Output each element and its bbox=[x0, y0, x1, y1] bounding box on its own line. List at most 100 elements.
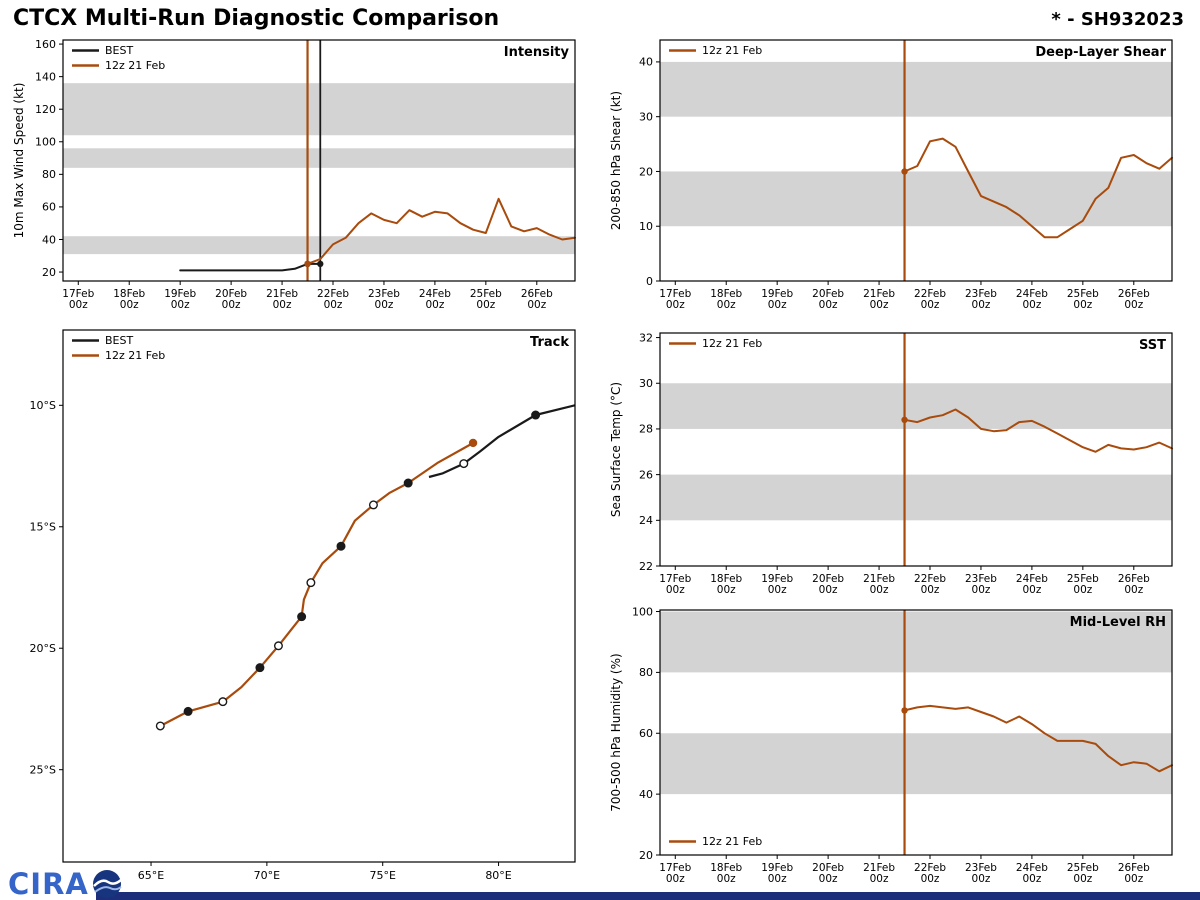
track-lat-tick-label: 15°S bbox=[30, 521, 56, 534]
track-lon-tick-label: 65°E bbox=[138, 869, 164, 882]
intensity-ytick-label: 60 bbox=[42, 201, 56, 214]
track-position-dot-filled bbox=[183, 706, 193, 716]
intensity-xtick-label: 26Feb 00z bbox=[521, 288, 553, 311]
intensity-legend-label-best: BEST bbox=[105, 44, 133, 57]
intensity-ytick-label: 20 bbox=[42, 266, 56, 279]
track-position-dot-open bbox=[306, 578, 316, 588]
sst-xtick-label: 25Feb 00z bbox=[1067, 573, 1099, 596]
shear-ytick-label: 10 bbox=[639, 220, 653, 233]
track-frame bbox=[62, 329, 576, 863]
sst-xtick-label: 26Feb 00z bbox=[1118, 573, 1150, 596]
shear-ytick-label: 20 bbox=[639, 165, 653, 178]
rh-xtick-label: 21Feb 00z bbox=[863, 862, 895, 885]
intensity-xtick-label: 22Feb 00z bbox=[317, 288, 349, 311]
shear-ylabel: 200-850 hPa Shear (kt) bbox=[609, 91, 623, 230]
rh-line-model bbox=[903, 704, 1173, 773]
sst-ytick-label: 24 bbox=[639, 514, 653, 527]
shear-xtick-label: 17Feb 00z bbox=[659, 288, 691, 311]
track-position-dot-filled bbox=[297, 612, 307, 622]
shear-xtick-label: 25Feb 00z bbox=[1067, 288, 1099, 311]
cira-globe-icon bbox=[92, 870, 122, 898]
intensity-xtick-label: 17Feb 00z bbox=[62, 288, 94, 311]
shear-xtick-label: 20Feb 00z bbox=[812, 288, 844, 311]
rh-shaded-band bbox=[660, 733, 1172, 795]
intensity-ylabel: 10m Max Wind Speed (kt) bbox=[12, 83, 26, 239]
shear-xtick-label: 18Feb 00z bbox=[710, 288, 742, 311]
sst-ytick-label: 26 bbox=[639, 468, 653, 481]
rh-dot-model bbox=[901, 707, 908, 714]
rh-xtick-label: 17Feb 00z bbox=[659, 862, 691, 885]
shear-xtick-label: 23Feb 00z bbox=[965, 288, 997, 311]
intensity-shaded-band bbox=[63, 83, 575, 136]
rh-ylabel: 700-500 hPa Humidity (%) bbox=[609, 653, 623, 811]
sst-ytick-label: 28 bbox=[639, 423, 653, 436]
storm-id-label: * - SH932023 bbox=[1051, 9, 1184, 30]
track-best-line bbox=[428, 404, 575, 479]
shear-xtick-label: 22Feb 00z bbox=[914, 288, 946, 311]
intensity-xtick-label: 25Feb 00z bbox=[470, 288, 502, 311]
rh-xtick-label: 25Feb 00z bbox=[1067, 862, 1099, 885]
cira-logo-text: CIRA bbox=[8, 866, 89, 900]
track-position-dot-open bbox=[155, 721, 165, 731]
track-lon-tick-label: 75°E bbox=[369, 869, 395, 882]
sst-xtick-label: 24Feb 00z bbox=[1016, 573, 1048, 596]
shear-frame bbox=[659, 39, 1173, 282]
track-position-dot-filled bbox=[403, 478, 413, 488]
track-panel: 65°E 70°E 75°E 80°E 10°S 15°S 20°S 25°S Track BES… bbox=[30, 329, 576, 882]
track-position-dot-filled bbox=[255, 663, 265, 673]
intensity-xtick-label: 20Feb 00z bbox=[215, 288, 247, 311]
sst-shaded-band bbox=[660, 474, 1172, 521]
sst-ytick-label: 30 bbox=[639, 377, 653, 390]
sst-ytick-label: 32 bbox=[639, 331, 653, 344]
shear-ytick-label: 40 bbox=[639, 56, 653, 69]
track-legend-label-model: 12z 21 Feb bbox=[105, 349, 165, 362]
rh-frame bbox=[659, 609, 1173, 856]
page-title: CTCX Multi-Run Diagnostic Comparison bbox=[13, 6, 500, 31]
track-title: Track bbox=[530, 335, 569, 350]
intensity-shaded-band bbox=[63, 236, 575, 255]
sst-xtick-label: 19Feb 00z bbox=[761, 573, 793, 596]
rh-xtick-label: 23Feb 00z bbox=[965, 862, 997, 885]
rh-xtick-label: 26Feb 00z bbox=[1118, 862, 1150, 885]
shear-title: Deep-Layer Shear bbox=[1035, 45, 1166, 60]
intensity-legend-label-model: 12z 21 Feb bbox=[105, 59, 165, 72]
intensity-panel: 20 40 60 80 100 120 140 160 17Feb 00z 18Feb 00z 19Fe… bbox=[12, 38, 576, 311]
track-position-dot-open bbox=[459, 459, 469, 469]
sst-xtick-label: 20Feb 00z bbox=[812, 573, 844, 596]
intensity-line-model bbox=[306, 197, 576, 265]
track-lat-tick-label: 10°S bbox=[30, 399, 56, 412]
track-lat-tick-label: 25°S bbox=[30, 763, 56, 776]
rh-legend-label-model: 12z 21 Feb bbox=[702, 835, 762, 848]
intensity-ytick-label: 120 bbox=[35, 103, 56, 116]
shear-shaded-band bbox=[660, 61, 1172, 117]
shear-line-model bbox=[903, 137, 1173, 239]
shear-xtick-label: 19Feb 00z bbox=[761, 288, 793, 311]
rh-ytick-label: 20 bbox=[639, 849, 653, 862]
shear-panel: 0 10 20 30 40 17Feb 00z 18Feb 00z 19Feb 00z 20Feb 00… bbox=[609, 39, 1173, 311]
sst-line-model bbox=[903, 408, 1173, 453]
track-position-dot-filled bbox=[531, 410, 541, 420]
shear-xtick-label: 21Feb 00z bbox=[863, 288, 895, 311]
rh-panel: 20 40 60 80 100 17Feb 00z 18Feb 00z 19Feb 00z 20Feb… bbox=[609, 605, 1173, 885]
shear-legend-label-model: 12z 21 Feb bbox=[702, 44, 762, 57]
track-model-line bbox=[159, 442, 474, 727]
intensity-xtick-label: 21Feb 00z bbox=[266, 288, 298, 311]
track-lon-tick-label: 70°E bbox=[254, 869, 280, 882]
track-position-dot-open bbox=[368, 500, 378, 510]
sst-xtick-label: 17Feb 00z bbox=[659, 573, 691, 596]
rh-xtick-label: 18Feb 00z bbox=[710, 862, 742, 885]
intensity-dot-model bbox=[304, 260, 311, 268]
sst-legend-label-model: 12z 21 Feb bbox=[702, 337, 762, 350]
intensity-frame bbox=[62, 39, 576, 282]
sst-xtick-label: 23Feb 00z bbox=[965, 573, 997, 596]
track-position-dot-open bbox=[273, 641, 283, 651]
track-init-dot bbox=[468, 438, 478, 448]
track-position-dot-filled bbox=[336, 541, 346, 551]
rh-xtick-label: 20Feb 00z bbox=[812, 862, 844, 885]
shear-ytick-label: 0 bbox=[646, 275, 653, 288]
rh-ytick-label: 80 bbox=[639, 666, 653, 679]
rh-shaded-band bbox=[660, 611, 1172, 673]
intensity-xtick-label: 18Feb 00z bbox=[113, 288, 145, 311]
sst-dot-model bbox=[901, 416, 908, 424]
